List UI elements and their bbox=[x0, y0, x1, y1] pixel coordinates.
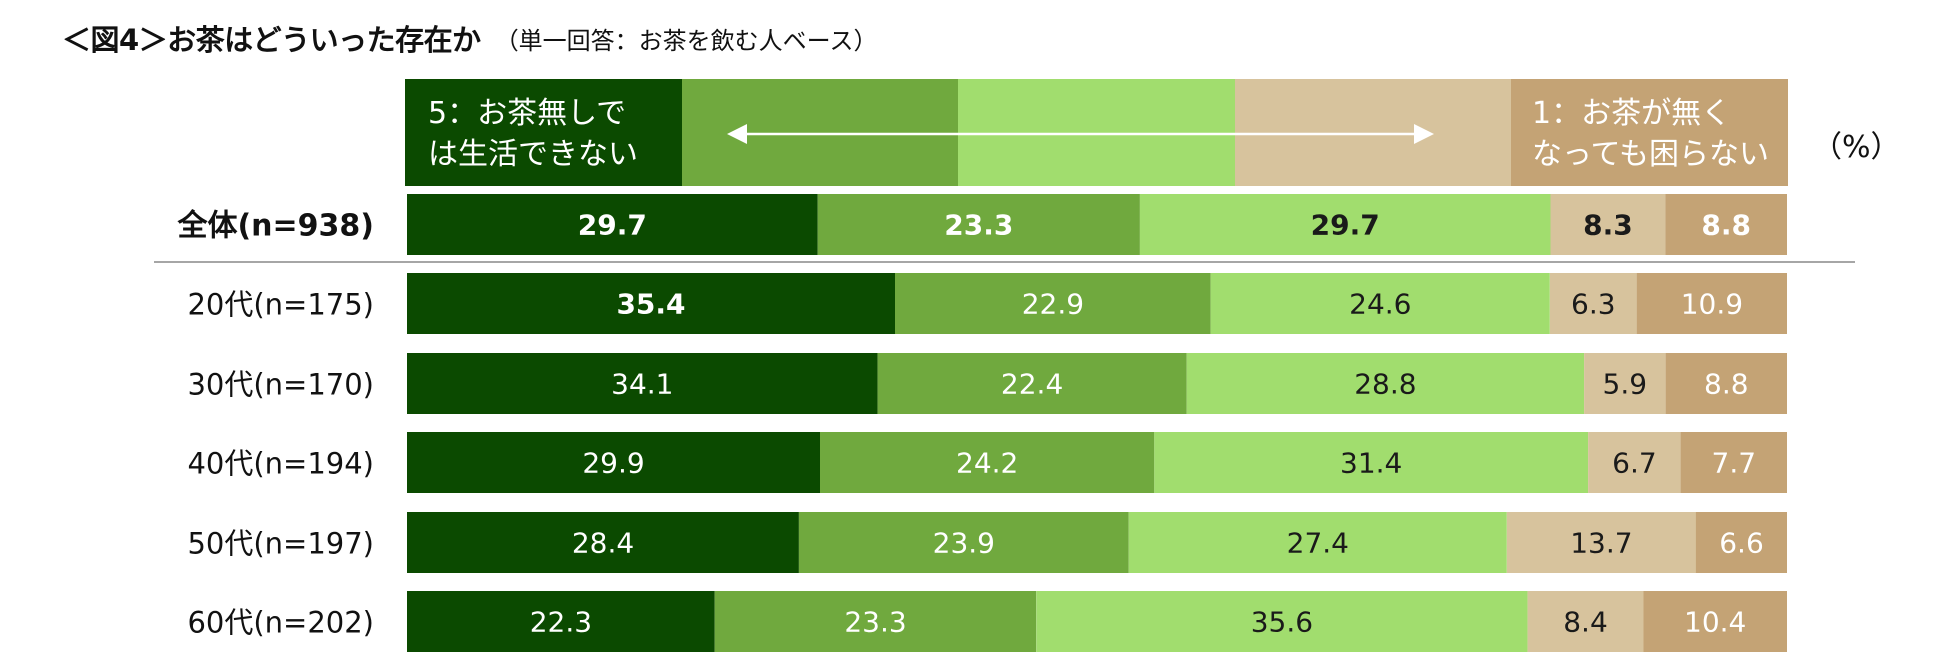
data-label: 28.4 bbox=[572, 527, 634, 560]
data-label: 6.7 bbox=[1612, 447, 1657, 480]
category-label: 50代(n=197) bbox=[187, 527, 374, 561]
data-label: 7.7 bbox=[1712, 447, 1757, 480]
bar-segment-2 bbox=[1506, 512, 1696, 573]
legend: 5：お茶無しで は生活できない 1：お茶が無く なっても困らない （%） bbox=[405, 79, 1901, 186]
data-label: 29.7 bbox=[1311, 209, 1380, 242]
legend-arrow-right-head bbox=[1414, 124, 1434, 144]
data-label: 34.1 bbox=[611, 368, 673, 401]
data-label: 6.3 bbox=[1571, 288, 1616, 321]
data-label: 24.6 bbox=[1349, 288, 1411, 321]
data-label: 23.9 bbox=[933, 527, 995, 560]
bar-segment-5 bbox=[407, 512, 799, 573]
bar-rows: 全体(n=938) 29.7 23.3 29.7 8.3 8.8 20代(n=175) 35.… bbox=[176, 194, 1787, 652]
category-label: 40代(n=194) bbox=[187, 447, 374, 481]
legend-swatch-5 bbox=[405, 79, 682, 186]
data-label: 22.9 bbox=[1022, 288, 1084, 321]
bar-segment-2 bbox=[1549, 273, 1637, 334]
data-label: 8.8 bbox=[1704, 368, 1749, 401]
bar-segment-5 bbox=[407, 591, 715, 652]
legend-swatch-1 bbox=[1511, 79, 1788, 186]
bar-segment-5 bbox=[407, 432, 820, 493]
bar-segment-4 bbox=[714, 591, 1037, 652]
data-label: 8.8 bbox=[1701, 209, 1751, 242]
legend-right-label-line2: なっても困らない bbox=[1532, 137, 1769, 172]
bar-segment-3 bbox=[1139, 194, 1551, 255]
legend-left-label-line2: は生活できない bbox=[428, 137, 638, 172]
legend-right-label-line1: 1：お茶が無く bbox=[1532, 96, 1731, 131]
bar-segment-2 bbox=[1588, 432, 1681, 493]
bar-segment-2 bbox=[1584, 353, 1666, 414]
bar-segment-1 bbox=[1665, 194, 1787, 255]
category-label: 60代(n=202) bbox=[187, 606, 374, 640]
bar-segment-3 bbox=[1036, 591, 1528, 652]
data-label: 13.7 bbox=[1570, 527, 1632, 560]
bar-segment-2 bbox=[1550, 194, 1666, 255]
legend-swatch-3 bbox=[958, 79, 1235, 186]
data-label: 24.2 bbox=[956, 447, 1018, 480]
category-label: 全体(n=938) bbox=[176, 209, 374, 244]
data-label: 23.3 bbox=[944, 209, 1013, 242]
bar-segment-1 bbox=[1680, 432, 1787, 493]
data-label: 35.4 bbox=[616, 288, 685, 321]
chart-title-block: ＜図4＞お茶はどういった存在か （単一回答：お茶を飲む人ベース） bbox=[62, 14, 878, 62]
bar-segment-3 bbox=[1186, 353, 1585, 414]
data-label: 28.8 bbox=[1354, 368, 1416, 401]
legend-swatch-2 bbox=[1235, 79, 1511, 186]
data-label: 8.4 bbox=[1563, 606, 1608, 639]
bar-segment-5 bbox=[407, 194, 818, 255]
bar-segment-1 bbox=[1665, 353, 1787, 414]
bar-segment-3 bbox=[1128, 512, 1507, 573]
bar-segment-1 bbox=[1636, 273, 1787, 334]
bar-segment-3 bbox=[1210, 273, 1550, 334]
bar-segment-5 bbox=[407, 353, 878, 414]
bar-segment-1 bbox=[1643, 591, 1787, 652]
data-label: 27.4 bbox=[1287, 527, 1349, 560]
data-label: 29.9 bbox=[582, 447, 644, 480]
data-label: 10.9 bbox=[1681, 288, 1743, 321]
bar-segment-1 bbox=[1695, 512, 1787, 573]
data-label: 29.7 bbox=[578, 209, 647, 242]
category-label: 20代(n=175) bbox=[187, 288, 374, 322]
data-label: 22.4 bbox=[1001, 368, 1063, 401]
bar-segment-4 bbox=[820, 432, 1155, 493]
legend-swatch-4 bbox=[682, 79, 958, 186]
data-label: 23.3 bbox=[844, 606, 906, 639]
data-label: 10.4 bbox=[1684, 606, 1746, 639]
data-label: 6.6 bbox=[1719, 527, 1764, 560]
chart-title: ＜図4＞お茶はどういった存在か bbox=[62, 23, 481, 57]
category-label: 30代(n=170) bbox=[187, 368, 374, 402]
bar-segment-3 bbox=[1154, 432, 1589, 493]
data-label: 31.4 bbox=[1340, 447, 1402, 480]
bar-segment-2 bbox=[1527, 591, 1644, 652]
data-label: 8.3 bbox=[1583, 209, 1633, 242]
bar-segment-4 bbox=[895, 273, 1211, 334]
data-label: 5.9 bbox=[1603, 368, 1648, 401]
legend-arrow-left-head bbox=[727, 124, 747, 144]
chart-subtitle: （単一回答：お茶を飲む人ベース） bbox=[494, 26, 878, 55]
bar-segment-5 bbox=[407, 273, 895, 334]
bar-segment-4 bbox=[798, 512, 1129, 573]
bar-segment-4 bbox=[817, 194, 1140, 255]
data-label: 35.6 bbox=[1251, 606, 1313, 639]
legend-left-label-line1: 5：お茶無しで bbox=[428, 96, 626, 131]
unit-label: （%） bbox=[1812, 130, 1901, 165]
bar-segment-4 bbox=[877, 353, 1187, 414]
data-label: 22.3 bbox=[530, 606, 592, 639]
